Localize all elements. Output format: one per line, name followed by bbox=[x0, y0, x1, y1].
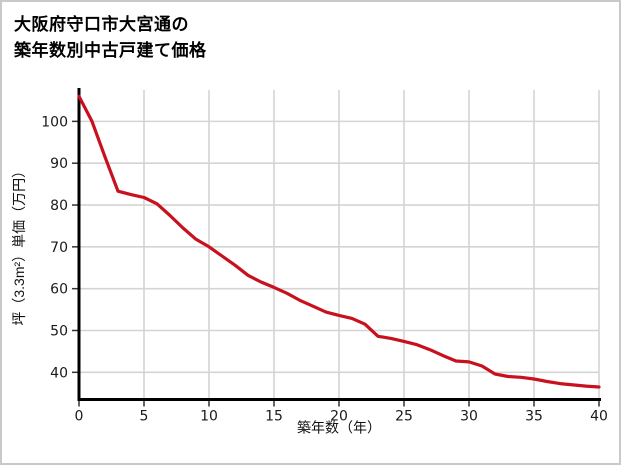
y-tick-label: 70 bbox=[50, 240, 68, 256]
x-tick-label: 15 bbox=[265, 409, 283, 425]
chart-title-line2: 築年数別中古戸建て価格 bbox=[14, 40, 207, 60]
y-tick-label: 100 bbox=[41, 114, 68, 130]
x-tick-label: 25 bbox=[395, 409, 413, 425]
x-tick-label: 40 bbox=[590, 409, 608, 425]
y-tick-label: 90 bbox=[50, 156, 68, 172]
x-tick-label: 20 bbox=[330, 409, 348, 425]
chart-title: 大阪府守口市大宮通の 築年数別中古戸建て価格 bbox=[14, 12, 207, 63]
x-tick-label: 35 bbox=[525, 409, 543, 425]
price-series-line bbox=[77, 94, 601, 389]
x-tick-label: 0 bbox=[75, 409, 84, 425]
y-tick-label: 40 bbox=[50, 365, 68, 381]
x-tick-label: 30 bbox=[460, 409, 478, 425]
y-tick-label: 50 bbox=[50, 323, 68, 339]
y-tick-label: 60 bbox=[50, 282, 68, 298]
x-axis-title: 築年数（年） bbox=[297, 420, 381, 436]
x-tick-label: 10 bbox=[200, 409, 218, 425]
y-axis-title: 坪（3.3m²）単価（万円） bbox=[11, 164, 27, 326]
chart-title-line1: 大阪府守口市大宮通の bbox=[14, 15, 189, 34]
x-tick-label: 5 bbox=[140, 409, 149, 425]
y-tick-label: 80 bbox=[50, 198, 68, 214]
